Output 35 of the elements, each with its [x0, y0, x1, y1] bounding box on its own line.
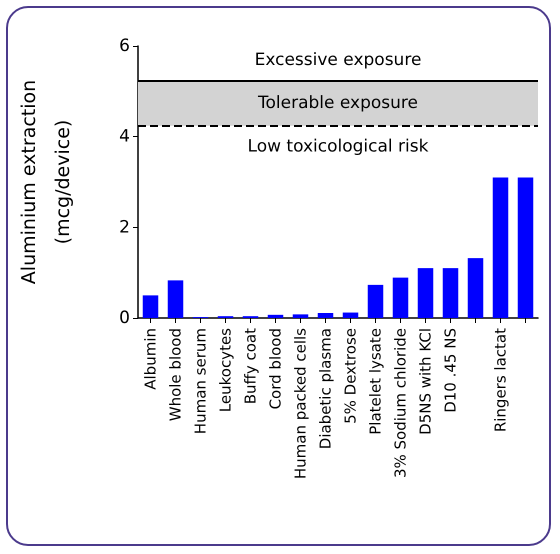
y-tick-label: 4 — [119, 126, 130, 147]
x-tick-label: Human serum — [192, 328, 210, 434]
x-tick-label: Albumin — [142, 328, 160, 390]
y-tick-label: 6 — [119, 36, 130, 56]
bar — [392, 278, 408, 318]
x-tick-label: 3% Sodium chloride — [392, 328, 410, 478]
y-axis-title: Aluminium extraction (mcg/device) — [18, 80, 74, 284]
bar — [318, 313, 334, 318]
x-tick-label: Ringers lactat — [492, 328, 510, 432]
bar — [418, 268, 434, 318]
ref-line-label: Low toxicological risk — [248, 136, 429, 156]
ref-line-label: Excessive exposure — [254, 50, 422, 70]
bar — [518, 177, 534, 318]
bar — [442, 268, 458, 318]
bar — [468, 258, 484, 318]
x-tick-label: Platelet lysate — [366, 328, 384, 435]
y-tick-label: 2 — [119, 217, 130, 238]
bar — [342, 312, 358, 318]
x-tick-label: Diabetic plasma — [316, 328, 334, 450]
bar — [168, 280, 184, 318]
x-tick-label: D5NS with KCl — [416, 328, 434, 435]
x-tick-label: Human packed cells — [292, 328, 310, 480]
bar — [368, 284, 384, 318]
x-tick-label: Buffy coat — [242, 328, 260, 404]
x-tick-label: Leukocytes — [216, 328, 234, 412]
x-tick-label: D10 .45 NS — [442, 328, 460, 413]
x-tick-label: Whole blood — [166, 328, 184, 422]
x-tick-label: 5% Dextrose — [342, 328, 360, 424]
x-tick-label: Cord blood — [266, 328, 284, 410]
bar — [292, 314, 308, 318]
bar — [492, 177, 508, 318]
bar — [142, 295, 158, 318]
bar — [268, 314, 284, 318]
band-label: Tolerable exposure — [257, 93, 418, 114]
y-tick-label: 0 — [119, 308, 130, 328]
